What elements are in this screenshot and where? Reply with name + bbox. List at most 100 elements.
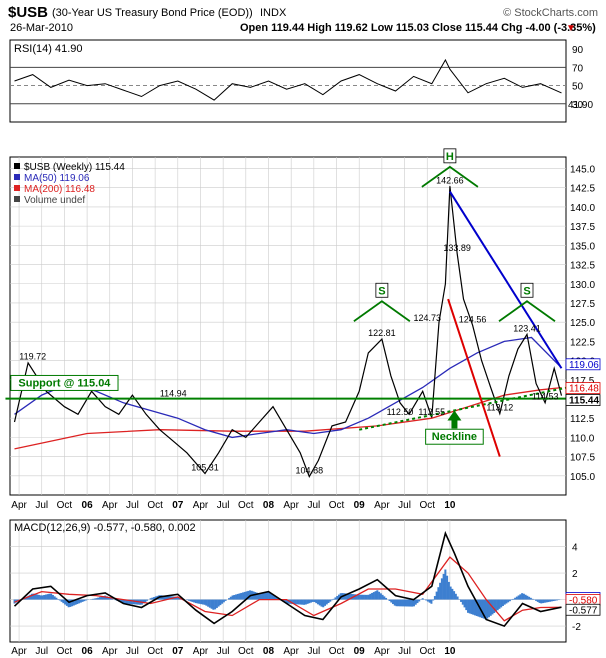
price-legend-entry: Volume undef — [24, 195, 85, 206]
macd-histogram-bar — [271, 594, 274, 600]
macd-histogram-bar — [447, 581, 450, 600]
macd-histogram-bar — [515, 596, 518, 600]
macd-histogram-bar — [364, 594, 367, 600]
macd-histogram-bar — [465, 599, 468, 611]
macd-histogram-bar — [344, 593, 347, 600]
macd-x-tick-label: Jul — [398, 646, 411, 657]
rsi-frame — [9, 39, 567, 123]
macd-histogram-bar — [294, 599, 297, 605]
macd-histogram-bar — [435, 591, 438, 600]
macd-histogram-bar — [372, 592, 375, 600]
macd-histogram-bar — [266, 591, 269, 600]
macd-histogram-bar — [236, 593, 239, 600]
macd-histogram-bar — [219, 599, 222, 606]
macd-histogram-bar — [348, 593, 351, 600]
macd-histogram-bar — [167, 595, 170, 600]
macd-histogram-bar — [187, 599, 190, 601]
macd-histogram-bar — [494, 599, 497, 612]
legend-swatch — [14, 185, 20, 191]
macd-histogram-bar — [41, 595, 44, 600]
macd-histogram-bar — [411, 599, 414, 607]
macd-histogram-bar — [493, 599, 496, 614]
macd-histogram-bar — [65, 599, 68, 606]
pattern-caret — [498, 300, 556, 323]
price-label: 142.66 — [436, 175, 464, 185]
price-x-tick-label: Oct — [419, 500, 435, 511]
macd-histogram-bar — [259, 593, 262, 600]
macd-histogram-bar — [528, 596, 531, 600]
macd-x-tick-label: Oct — [238, 646, 254, 657]
macd-histogram-bar — [503, 599, 506, 605]
macd-x-tick-label: Jul — [126, 646, 139, 657]
price-x-tick-label: 10 — [444, 500, 456, 511]
macd-histogram-bar — [432, 599, 435, 601]
macd-histogram-bar — [64, 599, 67, 605]
macd-histogram-bar — [142, 599, 145, 604]
macd-histogram-bar — [44, 594, 47, 600]
macd-histogram-bar — [474, 599, 477, 616]
macd-histogram-bar — [222, 599, 225, 603]
price-x-tick-label: Oct — [147, 500, 163, 511]
macd-histogram-bar — [217, 599, 220, 607]
price-tick-label: 122.5 — [570, 337, 595, 348]
macd-histogram-bar — [475, 599, 478, 617]
macd-histogram-bar — [133, 599, 136, 605]
macd-histogram-bar — [102, 596, 105, 600]
price-legend-entry: MA(200) 116.48 — [24, 184, 95, 195]
macd-histogram-bar — [296, 599, 299, 605]
price-x-tick-label: 09 — [354, 500, 366, 511]
price-x-tick-label: 08 — [263, 500, 275, 511]
macd-histogram-bar — [283, 599, 286, 603]
macd-histogram-bar — [449, 586, 452, 600]
macd-histogram-bar — [191, 599, 194, 602]
macd-histogram-bar — [254, 592, 257, 600]
box-label-frame — [10, 374, 119, 391]
macd-histogram-bar — [60, 599, 63, 602]
macd-histogram-bar — [27, 595, 30, 600]
price-x-tick-label: Jul — [217, 500, 230, 511]
price-label: 105.31 — [191, 462, 219, 472]
macd-histogram-bar — [487, 599, 490, 618]
macd-histogram-bar — [126, 599, 129, 604]
macd-histogram-bar — [383, 596, 386, 600]
macd-histogram-bar — [83, 599, 86, 602]
macd-histogram-bar — [460, 599, 463, 602]
macd-histogram-bar — [498, 599, 501, 609]
macd-x-tick-label: Oct — [147, 646, 163, 657]
macd-histogram-bar — [92, 598, 95, 600]
macd-histogram-bar — [322, 599, 325, 608]
price-label: 112.55 — [418, 407, 445, 417]
macd-histogram-bar — [414, 599, 417, 605]
macd-histogram-bar — [421, 598, 424, 600]
macd-histogram-bar — [153, 597, 156, 600]
macd-histogram-bar — [508, 599, 511, 602]
macd-histogram-bar — [228, 598, 231, 600]
macd-histogram-bar — [425, 599, 428, 601]
price-tick-label: 125.0 — [570, 318, 595, 329]
pattern-label: S — [378, 285, 385, 297]
macd-histogram-bar — [29, 594, 32, 600]
macd-histogram-bar — [313, 599, 316, 603]
macd-histogram-bar — [168, 596, 171, 600]
price-x-tick-label: Apr — [374, 500, 390, 511]
macd-histogram-bar — [325, 599, 328, 605]
macd-histogram-bar — [320, 599, 323, 607]
macd-x-tick-label: 09 — [354, 646, 366, 657]
macd-histogram-bar — [242, 592, 245, 600]
macd-histogram-bar — [334, 597, 337, 600]
macd-histogram-bar — [381, 594, 384, 600]
macd-x-tick-label: Jul — [217, 646, 230, 657]
macd-histogram-bar — [385, 597, 388, 600]
price-label: 113.12 — [486, 402, 513, 412]
macd-histogram-bar — [58, 599, 61, 601]
macd-histogram-bar — [93, 598, 96, 600]
pattern-label-box — [520, 282, 534, 298]
quote-line: Open 119.44 High 119.62 Low 115.03 Close… — [240, 22, 596, 34]
macd-histogram-bar — [210, 599, 213, 609]
macd-histogram-bar — [196, 599, 199, 604]
macd-histogram-bar — [34, 594, 37, 600]
macd-histogram-bar — [151, 597, 154, 600]
price-line — [13, 186, 563, 479]
